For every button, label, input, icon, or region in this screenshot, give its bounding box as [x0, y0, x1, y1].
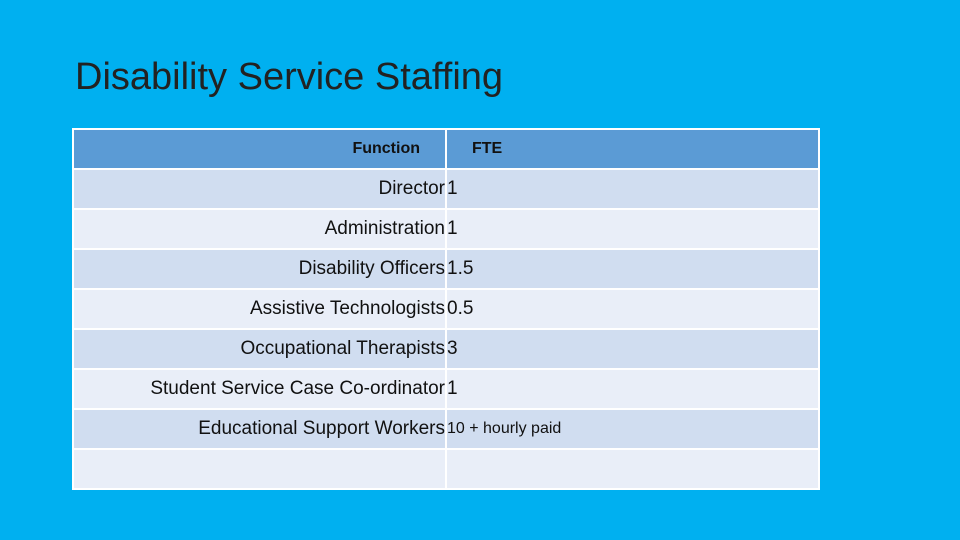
- fte-cell: 1.5: [445, 248, 820, 290]
- table-header-row: Function FTE: [72, 128, 820, 170]
- table-row: Educational Support Workers 10 + hourly …: [72, 408, 820, 450]
- fte-cell: 10 + hourly paid: [445, 408, 820, 450]
- function-cell: Student Service Case Co-ordinator: [72, 368, 447, 410]
- fte-cell: 0.5: [445, 288, 820, 330]
- header-fte: FTE: [445, 128, 820, 170]
- fte-cell: [445, 448, 820, 490]
- function-cell: [72, 448, 447, 490]
- table-row: Student Service Case Co-ordinator 1: [72, 368, 820, 410]
- fte-cell: 1: [445, 208, 820, 250]
- function-cell: Director: [72, 168, 447, 210]
- table-row: Occupational Therapists 3: [72, 328, 820, 370]
- table-row: Assistive Technologists 0.5: [72, 288, 820, 330]
- fte-cell: 1: [445, 168, 820, 210]
- function-cell: Disability Officers: [72, 248, 447, 290]
- table-row: Director 1: [72, 168, 820, 210]
- fte-cell: 3: [445, 328, 820, 370]
- fte-cell: 1: [445, 368, 820, 410]
- table-row: [72, 448, 820, 490]
- slide-title: Disability Service Staffing: [75, 56, 504, 98]
- function-cell: Educational Support Workers: [72, 408, 447, 450]
- function-cell: Assistive Technologists: [72, 288, 447, 330]
- table-row: Disability Officers 1.5: [72, 248, 820, 290]
- table-row: Administration 1: [72, 208, 820, 250]
- header-function: Function: [72, 128, 447, 170]
- staffing-table: Function FTE Director 1 Administration 1…: [72, 128, 820, 490]
- function-cell: Occupational Therapists: [72, 328, 447, 370]
- function-cell: Administration: [72, 208, 447, 250]
